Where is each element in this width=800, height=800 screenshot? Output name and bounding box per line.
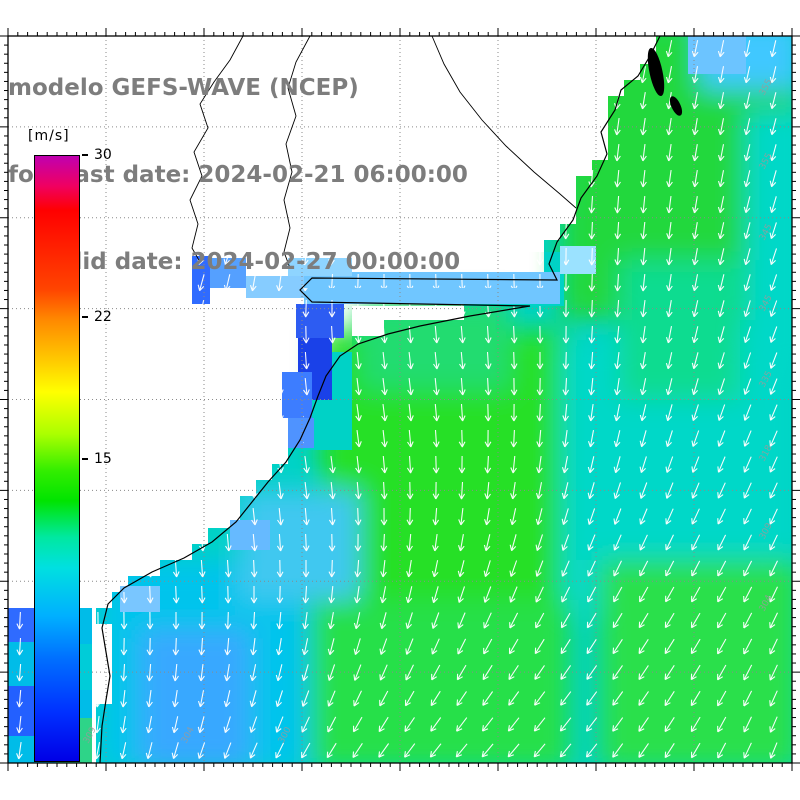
lagoon <box>669 96 683 116</box>
colorbar-gradient <box>34 155 80 762</box>
colorbar-tick-label: 22 <box>94 308 112 325</box>
graticule <box>8 36 792 763</box>
river <box>189 35 244 263</box>
colorbar-unit-label: [m/s] <box>28 128 70 144</box>
titles: modelo GEFS-WAVE (NCEP) forecast date: 2… <box>8 16 468 335</box>
colorbar-tick: 22 <box>82 309 112 325</box>
river <box>283 35 311 269</box>
colorbar-tick-mark <box>82 154 88 156</box>
colorbar: [m/s] 30 22 15 <box>28 128 112 762</box>
colorbar-tick-mark <box>82 457 88 460</box>
coastline-layer <box>99 35 683 764</box>
colorbar-tick-label: 15 <box>94 450 112 467</box>
wind-speed-field <box>100 36 792 763</box>
colorbar-tick: 15 <box>82 451 112 467</box>
river <box>431 35 577 209</box>
colorbar-tick: 30 <box>82 147 112 163</box>
colorbar-tick-label: 30 <box>94 147 112 163</box>
colorbar-tick-mark <box>82 315 88 318</box>
model-title: modelo GEFS-WAVE (NCEP) <box>8 75 359 101</box>
lagoon <box>647 47 665 97</box>
coastline <box>99 35 661 764</box>
frame-ticks <box>0 28 800 771</box>
valid-date-label: valid date: 2024-02-27 00:00:00 <box>44 249 461 275</box>
